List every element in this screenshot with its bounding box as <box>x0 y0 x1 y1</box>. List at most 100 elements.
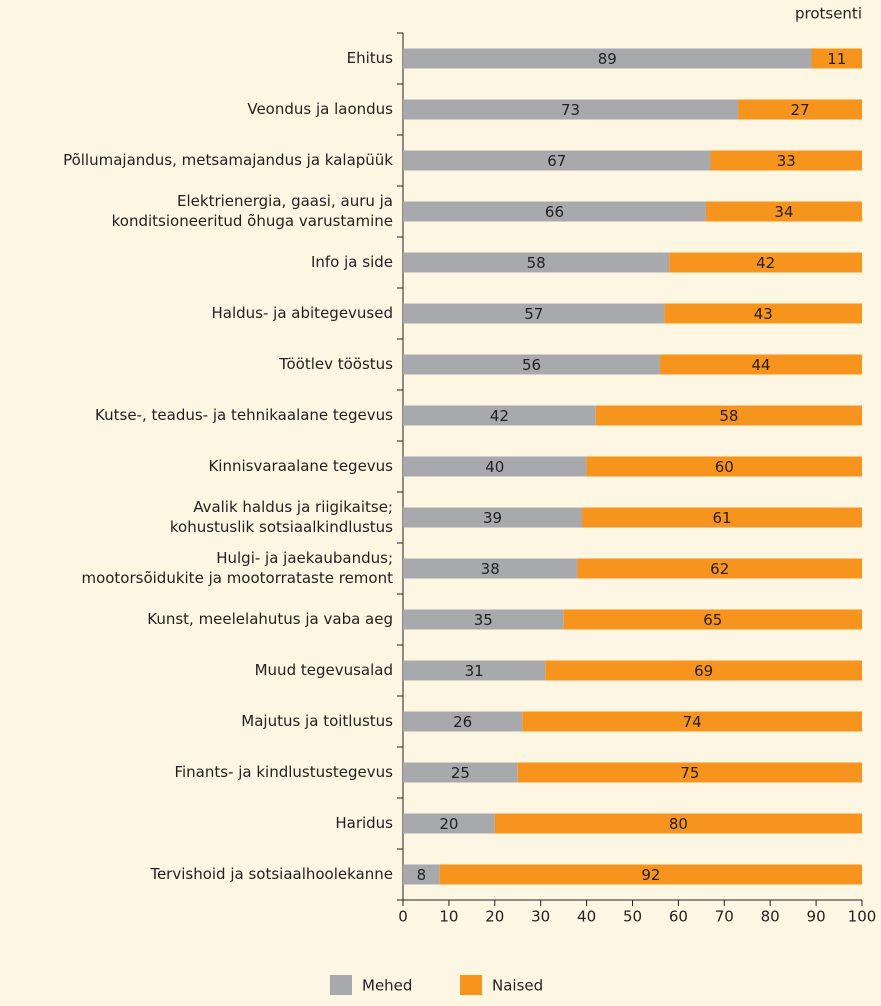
category-label: Elektrienergia, gaasi, auru ja <box>177 192 393 210</box>
bar-segment <box>595 405 862 426</box>
data-label: 42 <box>490 407 509 425</box>
bar-segment <box>403 609 564 630</box>
x-tick-label: 100 <box>848 908 877 926</box>
bar-segment <box>403 48 812 69</box>
bar-segment <box>545 660 862 681</box>
bar-segment <box>664 303 862 324</box>
data-label: 65 <box>703 611 722 629</box>
bar-segment <box>403 711 523 732</box>
bar-segment <box>403 864 440 885</box>
bar-segment <box>403 99 739 120</box>
bar-segment <box>705 201 862 222</box>
x-tick-label: 90 <box>807 908 826 926</box>
unit-label: protsenti <box>795 5 862 23</box>
x-tick-label: 80 <box>761 908 780 926</box>
data-label: 26 <box>453 713 472 731</box>
category-label: Muud tegevusalad <box>255 661 393 679</box>
category-label: konditsioneeritud õhuga varustamine <box>112 212 393 230</box>
data-label: 89 <box>598 50 617 68</box>
data-label: 75 <box>680 764 699 782</box>
category-label: Kinnisvaraalane tegevus <box>208 457 393 475</box>
data-label: 57 <box>524 305 543 323</box>
x-tick-label: 50 <box>623 908 642 926</box>
data-label: 33 <box>777 152 796 170</box>
data-label: 44 <box>751 356 770 374</box>
data-label: 25 <box>451 764 470 782</box>
x-tick-label: 40 <box>577 908 596 926</box>
data-label: 43 <box>754 305 773 323</box>
data-label: 11 <box>827 50 846 68</box>
data-label: 80 <box>669 815 688 833</box>
data-label: 35 <box>474 611 493 629</box>
bar-segment <box>738 99 862 120</box>
bar-segment <box>439 864 862 885</box>
category-label: Kunst, meelelahutus ja vaba aeg <box>147 610 393 628</box>
data-label: 8 <box>417 866 427 884</box>
category-label: mootorsõidukite ja mootorrataste remont <box>81 569 393 587</box>
category-label: kohustuslik sotsiaalkindlustus <box>170 518 393 536</box>
bar-segment <box>403 201 706 222</box>
bar-segment <box>403 507 583 528</box>
bar-segment <box>403 813 495 834</box>
data-label: 20 <box>439 815 458 833</box>
bar-segment <box>577 558 862 579</box>
category-label: Avalik haldus ja riigikaitse; <box>193 498 393 516</box>
data-label: 58 <box>527 254 546 272</box>
data-label: 73 <box>561 101 580 119</box>
category-label: Hulgi- ja jaekaubandus; <box>216 549 393 567</box>
x-tick-label: 30 <box>531 908 550 926</box>
category-label: Haridus <box>335 814 393 832</box>
data-label: 31 <box>465 662 484 680</box>
category-label: Kutse-, teadus- ja tehnikaalane tegevus <box>95 406 393 424</box>
data-label: 27 <box>790 101 809 119</box>
bar-segment <box>403 762 518 783</box>
data-label: 61 <box>712 509 731 527</box>
legend-swatch <box>330 975 352 995</box>
category-label: Majutus ja toitlustus <box>241 712 393 730</box>
category-label: Info ja side <box>311 253 393 271</box>
bar-segment <box>403 303 665 324</box>
data-label: 74 <box>683 713 702 731</box>
category-label: Finants- ja kindlustustegevus <box>174 763 393 781</box>
legend-label: Mehed <box>362 977 412 995</box>
bar-segment <box>660 354 862 375</box>
data-label: 56 <box>522 356 541 374</box>
bar-segment <box>403 354 661 375</box>
category-label: Tervishoid ja sotsiaalhoolekanne <box>149 865 393 883</box>
bar-segment <box>403 252 670 273</box>
bar-segment <box>403 558 578 579</box>
bar-segment <box>403 660 546 681</box>
bar-segment <box>522 711 862 732</box>
bar-segment <box>582 507 862 528</box>
data-label: 39 <box>483 509 502 527</box>
bar-segment <box>811 48 862 69</box>
data-label: 40 <box>485 458 504 476</box>
category-label: Põllumajandus, metsamajandus ja kalapüük <box>63 151 393 169</box>
legend-label: Naised <box>492 977 543 995</box>
bar-segment <box>710 150 862 171</box>
bar-segment <box>563 609 862 630</box>
bar-segment <box>669 252 862 273</box>
data-label: 69 <box>694 662 713 680</box>
category-label: Ehitus <box>347 49 394 67</box>
data-label: 66 <box>545 203 564 221</box>
data-label: 38 <box>481 560 500 578</box>
data-label: 42 <box>756 254 775 272</box>
category-label: Töötlev tööstus <box>278 355 393 373</box>
data-label: 34 <box>774 203 793 221</box>
data-label: 67 <box>547 152 566 170</box>
bar-segment <box>403 150 711 171</box>
x-tick-label: 60 <box>669 908 688 926</box>
data-label: 92 <box>641 866 660 884</box>
data-label: 58 <box>719 407 738 425</box>
legend-swatch <box>460 975 482 995</box>
x-tick-label: 70 <box>715 908 734 926</box>
category-label: Haldus- ja abitegevused <box>212 304 393 322</box>
bar-segment <box>586 456 862 477</box>
x-tick-label: 0 <box>398 908 408 926</box>
category-label: Veondus ja laondus <box>247 100 393 118</box>
x-tick-label: 20 <box>485 908 504 926</box>
bar-segment <box>517 762 862 783</box>
x-tick-label: 10 <box>439 908 458 926</box>
